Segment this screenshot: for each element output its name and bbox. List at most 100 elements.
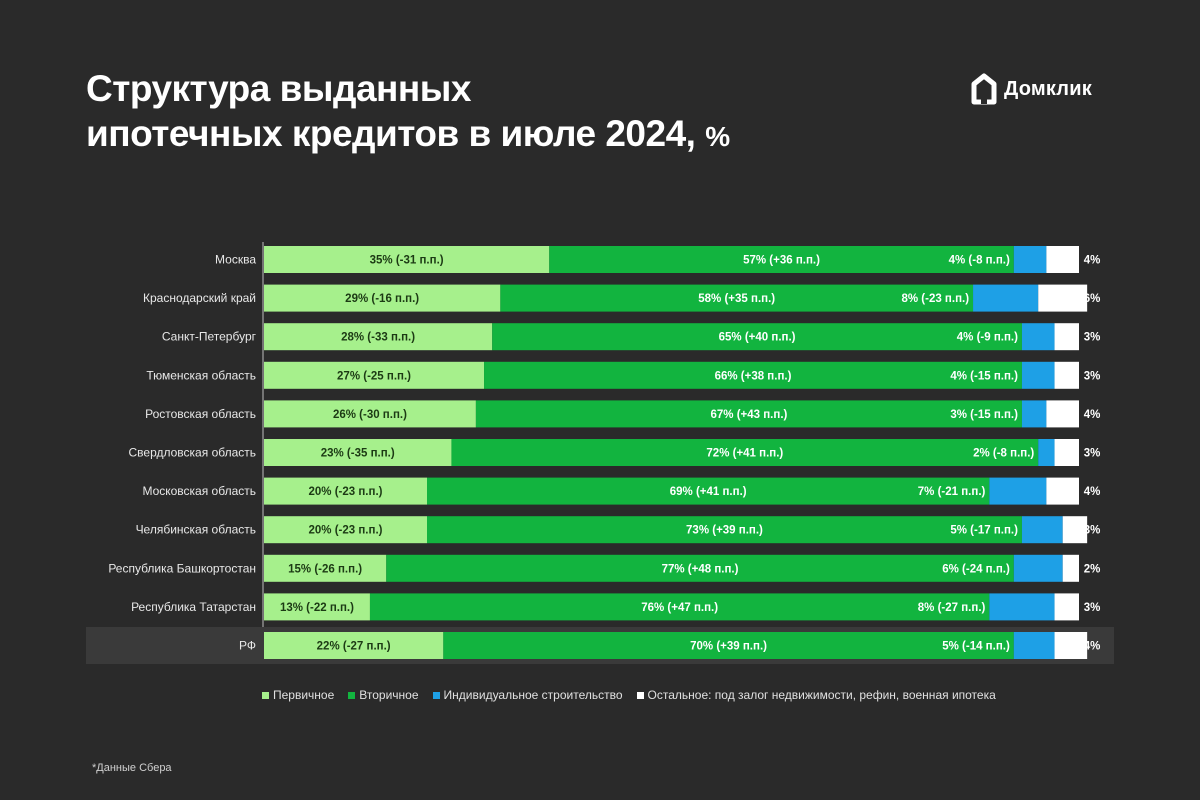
category-label: Ростовская область [145,407,256,421]
bar-segment-secondary [484,361,1022,389]
data-label-individual: 2% (-8 п.п.) [973,448,1034,460]
data-label-primary: 23% (-35 п.п.) [321,448,395,460]
bar-segment-secondary [451,439,1039,466]
bar-segment-other [1054,632,1088,659]
bar-segment-other [1046,400,1079,428]
legend-item-individual: Индивидуальное строительство [432,688,623,702]
data-label-primary: 22% (-27 п.п.) [317,641,391,653]
bar-segment-individual [1021,323,1055,351]
category-label: Санкт-Петербург [162,330,257,344]
data-label-other: 3% [1084,525,1101,537]
data-label-other: 3% [1084,332,1101,344]
data-label-individual: 4% (-8 п.п.) [949,255,1010,267]
data-label-secondary: 57% (+36 п.п.) [743,255,820,267]
data-label-individual: 8% (-27 п.п.) [918,602,986,614]
bar-segment-secondary [492,323,1022,351]
bar-segment-individual [989,593,1055,621]
category-label: Свердловская область [129,446,256,460]
bar-segment-individual [1013,632,1055,659]
category-label: Республика Татарстан [131,600,256,614]
data-label-primary: 26% (-30 п.п.) [333,409,407,421]
data-label-other: 2% [1084,563,1101,575]
data-label-other: 3% [1084,602,1101,614]
data-label-other: 4% [1084,641,1101,653]
data-label-secondary: 65% (+40 п.п.) [719,332,796,344]
data-label-individual: 5% (-14 п.п.) [942,641,1010,653]
bar-segment-other [1038,284,1088,312]
data-label-other: 4% [1084,486,1101,498]
category-label: Челябинская область [136,523,256,537]
data-label-individual: 6% (-24 п.п.) [942,563,1010,575]
data-label-secondary: 76% (+47 п.п.) [641,602,718,614]
footnote: *Данные Сбера [92,762,172,774]
data-label-secondary: 73% (+39 п.п.) [686,525,763,537]
bar-segment-individual [1021,361,1055,389]
bar-segment-other [1062,554,1079,582]
data-label-other: 3% [1084,448,1101,460]
data-label-secondary: 77% (+48 п.п.) [662,563,739,575]
data-label-secondary: 66% (+38 п.п.) [715,370,792,382]
bar-segment-secondary [427,516,1022,544]
bar-segment-primary [264,554,387,582]
legend-label-other: Остальное: под залог недвижимости, рефин… [647,688,996,702]
house-logo-icon [971,73,997,105]
title-line-1: Структура выданных [86,68,471,109]
category-label: РФ [239,639,256,653]
bar-segment-individual [1038,439,1055,466]
bar-segment-other [1054,439,1079,466]
bar-segment-primary [264,284,501,312]
data-label-primary: 27% (-25 п.п.) [337,370,411,382]
chart-legend: Первичное Вторичное Индивидуальное строи… [262,688,996,702]
bar-segment-individual [989,477,1047,505]
category-label: Краснодарский край [143,291,256,305]
chart-title: Структура выданных ипотечных кредитов в … [86,66,730,159]
data-label-individual: 8% (-23 п.п.) [901,293,969,305]
data-label-primary: 29% (-16 п.п.) [345,293,419,305]
domclick-logo: Домклик [970,72,1092,106]
bar-segment-individual [973,284,1039,312]
data-label-secondary: 69% (+41 п.п.) [670,486,747,498]
legend-item-other: Остальное: под залог недвижимости, рефин… [636,688,996,702]
data-label-primary: 20% (-23 п.п.) [309,525,383,537]
data-label-individual: 4% (-15 п.п.) [950,370,1018,382]
bar-segment-other [1054,361,1079,389]
logo-text: Домклик [1004,77,1092,100]
data-label-secondary: 70% (+39 п.п.) [690,641,767,653]
category-label: Республика Башкортостан [108,561,256,575]
legend-swatch-other [636,691,644,699]
data-label-other: 3% [1084,370,1101,382]
category-label: Тюменская область [146,368,256,382]
legend-label-secondary: Вторичное [359,688,419,702]
bar-segment-secondary [500,284,974,312]
data-label-other: 4% [1084,255,1101,267]
bar-segment-primary [264,323,493,351]
bar-segment-primary [264,400,476,428]
bar-segment-secondary [369,593,990,621]
title-line-2: ипотечных кредитов в июле 2024, [86,113,696,154]
category-label: Московская область [142,484,256,498]
data-label-individual: 5% (-17 п.п.) [950,525,1018,537]
data-label-primary: 20% (-23 п.п.) [309,486,383,498]
bar-segment-secondary [427,477,990,505]
data-label-primary: 13% (-22 п.п.) [280,602,354,614]
bar-segment-secondary [475,400,1022,428]
data-label-other: 6% [1084,293,1101,305]
bar-segment-secondary [386,554,1014,582]
bar-segment-primary [264,439,452,466]
legend-label-individual: Индивидуальное строительство [443,688,623,702]
legend-swatch-individual [432,691,440,699]
category-label: Москва [215,253,256,267]
bar-segment-other [1054,323,1079,351]
bar-segment-individual [1013,554,1063,582]
data-label-secondary: 67% (+43 п.п.) [710,409,787,421]
bar-segment-secondary [443,632,1014,659]
data-label-primary: 35% (-31 п.п.) [370,255,444,267]
bar-segment-primary [264,477,427,505]
data-label-primary: 28% (-33 п.п.) [341,332,415,344]
data-label-individual: 4% (-9 п.п.) [957,332,1018,344]
title-unit: % [705,121,730,152]
bar-segment-primary [264,593,370,621]
bar-segment-primary [264,516,427,544]
